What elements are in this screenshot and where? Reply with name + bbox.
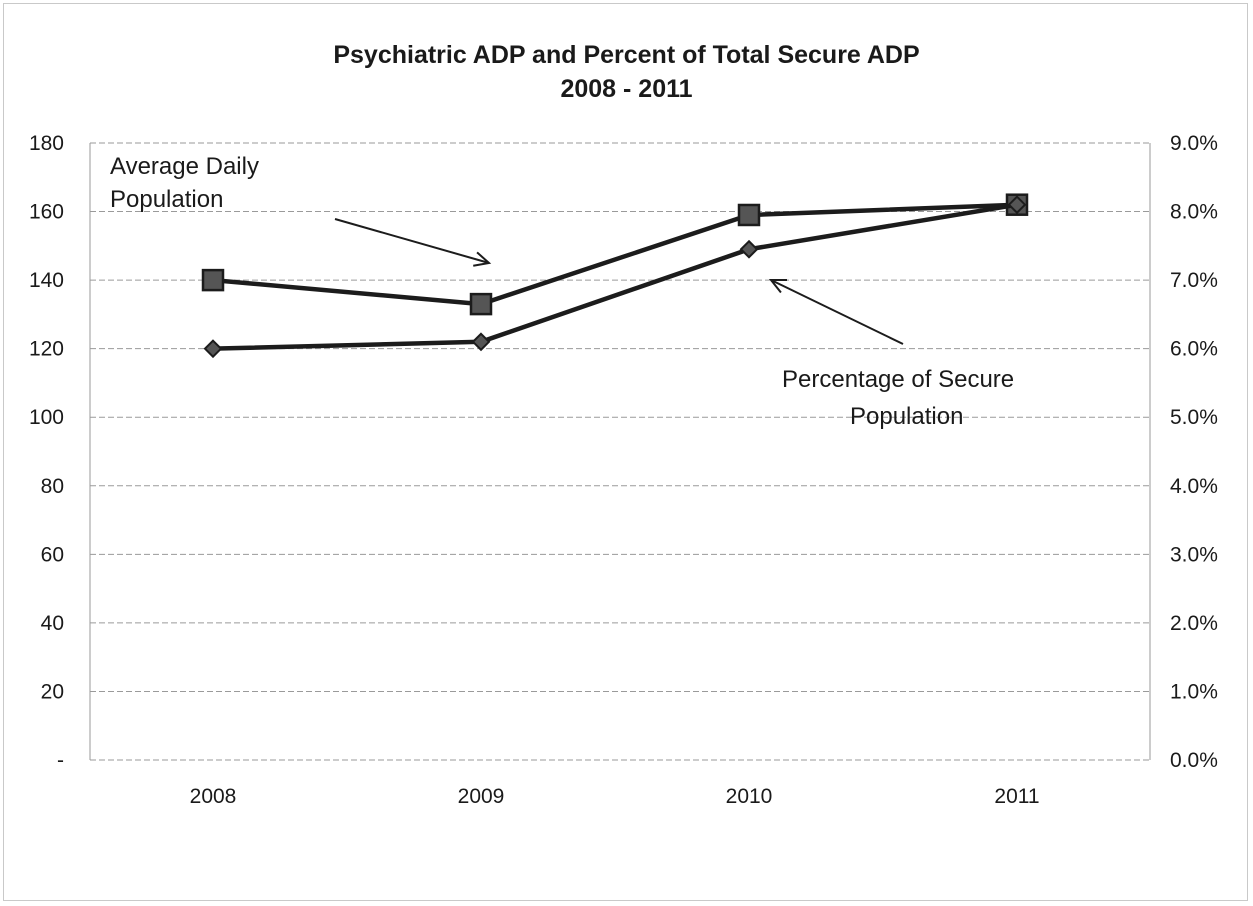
left-tick-label: 40 <box>41 612 64 635</box>
annotation-percent-arrow <box>768 278 904 345</box>
data-point-diamond <box>1007 195 1027 215</box>
right-tick-label: 6.0% <box>1170 338 1218 361</box>
x-axis-ticks: 2008 2009 2010 2011 <box>190 785 1040 808</box>
left-tick-label: - <box>57 749 64 772</box>
data-point-diamond <box>203 339 223 359</box>
right-tick-label: 5.0% <box>1170 406 1218 429</box>
data-point-square <box>737 203 761 227</box>
series-line <box>212 202 1018 351</box>
right-tick-label: 9.0% <box>1170 132 1218 155</box>
series-diamond <box>203 195 1027 359</box>
annotation-adp-arrow <box>334 218 492 267</box>
right-tick-label: 2.0% <box>1170 612 1218 635</box>
arrow-shaft <box>770 279 904 345</box>
series-line <box>212 202 1018 307</box>
chart-title-block: Psychiatric ADP and Percent of Total Sec… <box>0 38 1253 106</box>
right-tick-label: 0.0% <box>1170 749 1218 772</box>
data-point-square <box>201 268 225 292</box>
series-square <box>201 193 1029 316</box>
annotation-percent-label: Population <box>850 403 963 430</box>
left-axis-ticks: - 20 40 60 80 100 120 140 160 180 <box>29 132 64 772</box>
left-tick-label: 20 <box>41 680 64 703</box>
left-tick-label: 180 <box>29 132 64 155</box>
right-tick-label: 1.0% <box>1170 680 1218 703</box>
left-tick-label: 140 <box>29 269 64 292</box>
annotation-adp-label: Population <box>110 186 223 213</box>
left-tick-label: 80 <box>41 475 64 498</box>
left-tick-label: 160 <box>29 201 64 224</box>
chart-title: Psychiatric ADP and Percent of Total Sec… <box>333 41 920 69</box>
chart-frame <box>3 3 1248 901</box>
right-axis-ticks: 0.0% 1.0% 2.0% 3.0% 4.0% 5.0% 6.0% 7.0% 8.0% 9.0% <box>1170 132 1218 772</box>
arrow-head <box>473 251 492 267</box>
left-tick-label: 60 <box>41 543 64 566</box>
data-point-diamond <box>739 239 759 259</box>
right-tick-label: 3.0% <box>1170 543 1218 566</box>
annotations: Average Daily Population Percentage of Sec… <box>110 153 1014 430</box>
x-tick-label: 2008 <box>190 785 237 808</box>
data-point-square <box>469 292 493 316</box>
arrow-head <box>768 278 788 294</box>
gridlines <box>89 142 1151 761</box>
annotation-adp-label: Average Daily <box>110 153 259 180</box>
chart-subtitle: 2008 - 2011 <box>560 75 693 103</box>
x-tick-label: 2010 <box>726 785 773 808</box>
arrow-shaft <box>334 218 490 264</box>
series-group <box>201 193 1029 359</box>
left-tick-label: 120 <box>29 338 64 361</box>
right-tick-label: 7.0% <box>1170 269 1218 292</box>
right-tick-label: 4.0% <box>1170 475 1218 498</box>
data-point-diamond <box>471 332 491 352</box>
annotation-percent-label: Percentage of Secure <box>782 366 1014 393</box>
x-tick-label: 2011 <box>994 785 1039 808</box>
left-tick-label: 100 <box>29 406 64 429</box>
right-tick-label: 8.0% <box>1170 201 1218 224</box>
x-tick-label: 2009 <box>458 785 505 808</box>
